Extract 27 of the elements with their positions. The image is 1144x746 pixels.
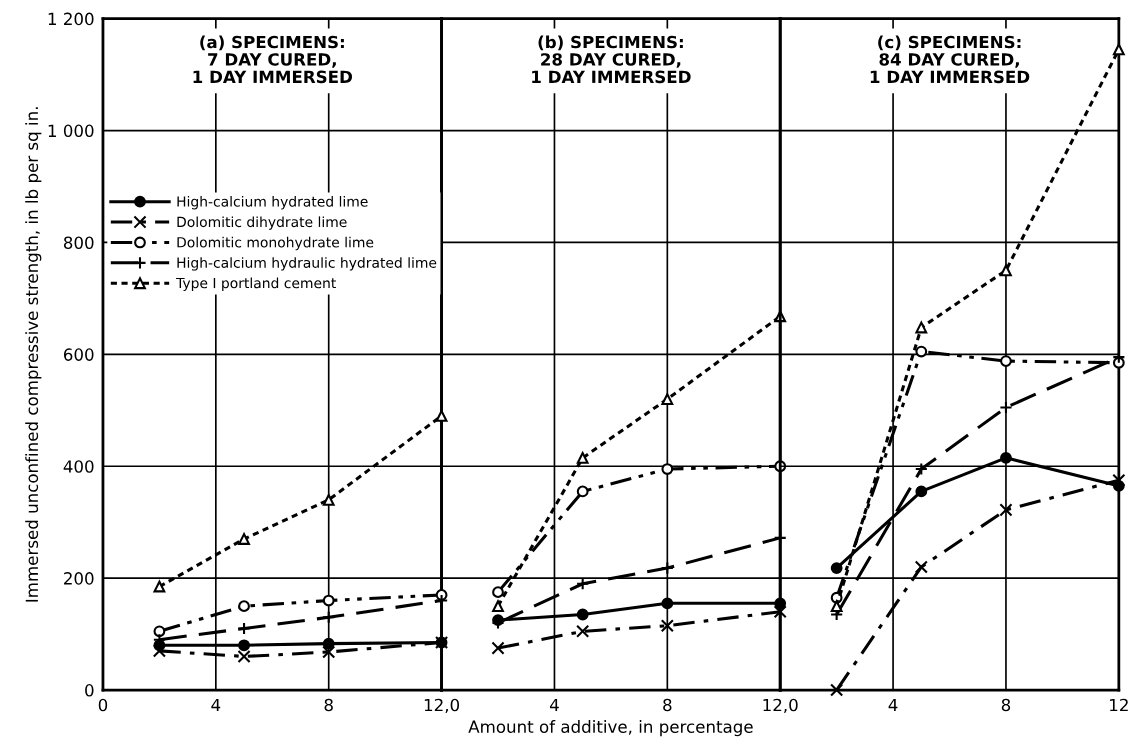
y-axis-title: Immersed unconfined compressive strength, in lb per sq in. — [25, 107, 42, 602]
x-tick-label: 0 — [98, 698, 108, 712]
y-tick-label: 600 — [63, 348, 94, 361]
y-tick-label: 1 000 — [48, 124, 94, 138]
y-tick-label: 1 200 — [48, 12, 94, 26]
x-axis-title: Amount of additive, in percentage — [468, 720, 753, 737]
text: (a) SPECIMENS: 7 DAY CURED, 1 DAY IMMERSED — [193, 35, 353, 84]
text: (b) SPECIMENS: 28 DAY CURED, 1 DAY IMMERSED — [532, 35, 691, 84]
legend-label: High-calcium hydraulic hydrated lime — [177, 257, 437, 271]
y-tick-label: 800 — [63, 236, 94, 250]
y-tick-label: 0 — [85, 684, 94, 697]
legend-label: Type I portland cement — [176, 277, 336, 291]
x-tick-label: 12,0 — [424, 698, 460, 713]
legend-label: Dolomitic monohydrate lime — [177, 236, 374, 251]
x-tick-label: 12 — [1110, 698, 1128, 712]
x-tick-label: 4 — [211, 698, 221, 712]
x-tick-label: 8 — [324, 698, 333, 712]
legend-label: High-calcium hydrated lime — [177, 195, 368, 210]
legend-label: Dolomitic dihydrate lime — [177, 216, 347, 230]
x-tick-label: 4 — [549, 698, 559, 712]
text: (c) SPECIMENS: 84 DAY CURED, 1 DAY IMMERSED — [870, 35, 1030, 84]
y-tick-label: 200 — [64, 572, 94, 585]
x-tick-label: 4 — [888, 698, 898, 712]
y-tick-label: 400 — [63, 460, 94, 473]
x-tick-label: 12,0 — [763, 698, 798, 713]
x-tick-label: 8 — [663, 698, 672, 712]
x-tick-label: 8 — [1001, 698, 1011, 712]
